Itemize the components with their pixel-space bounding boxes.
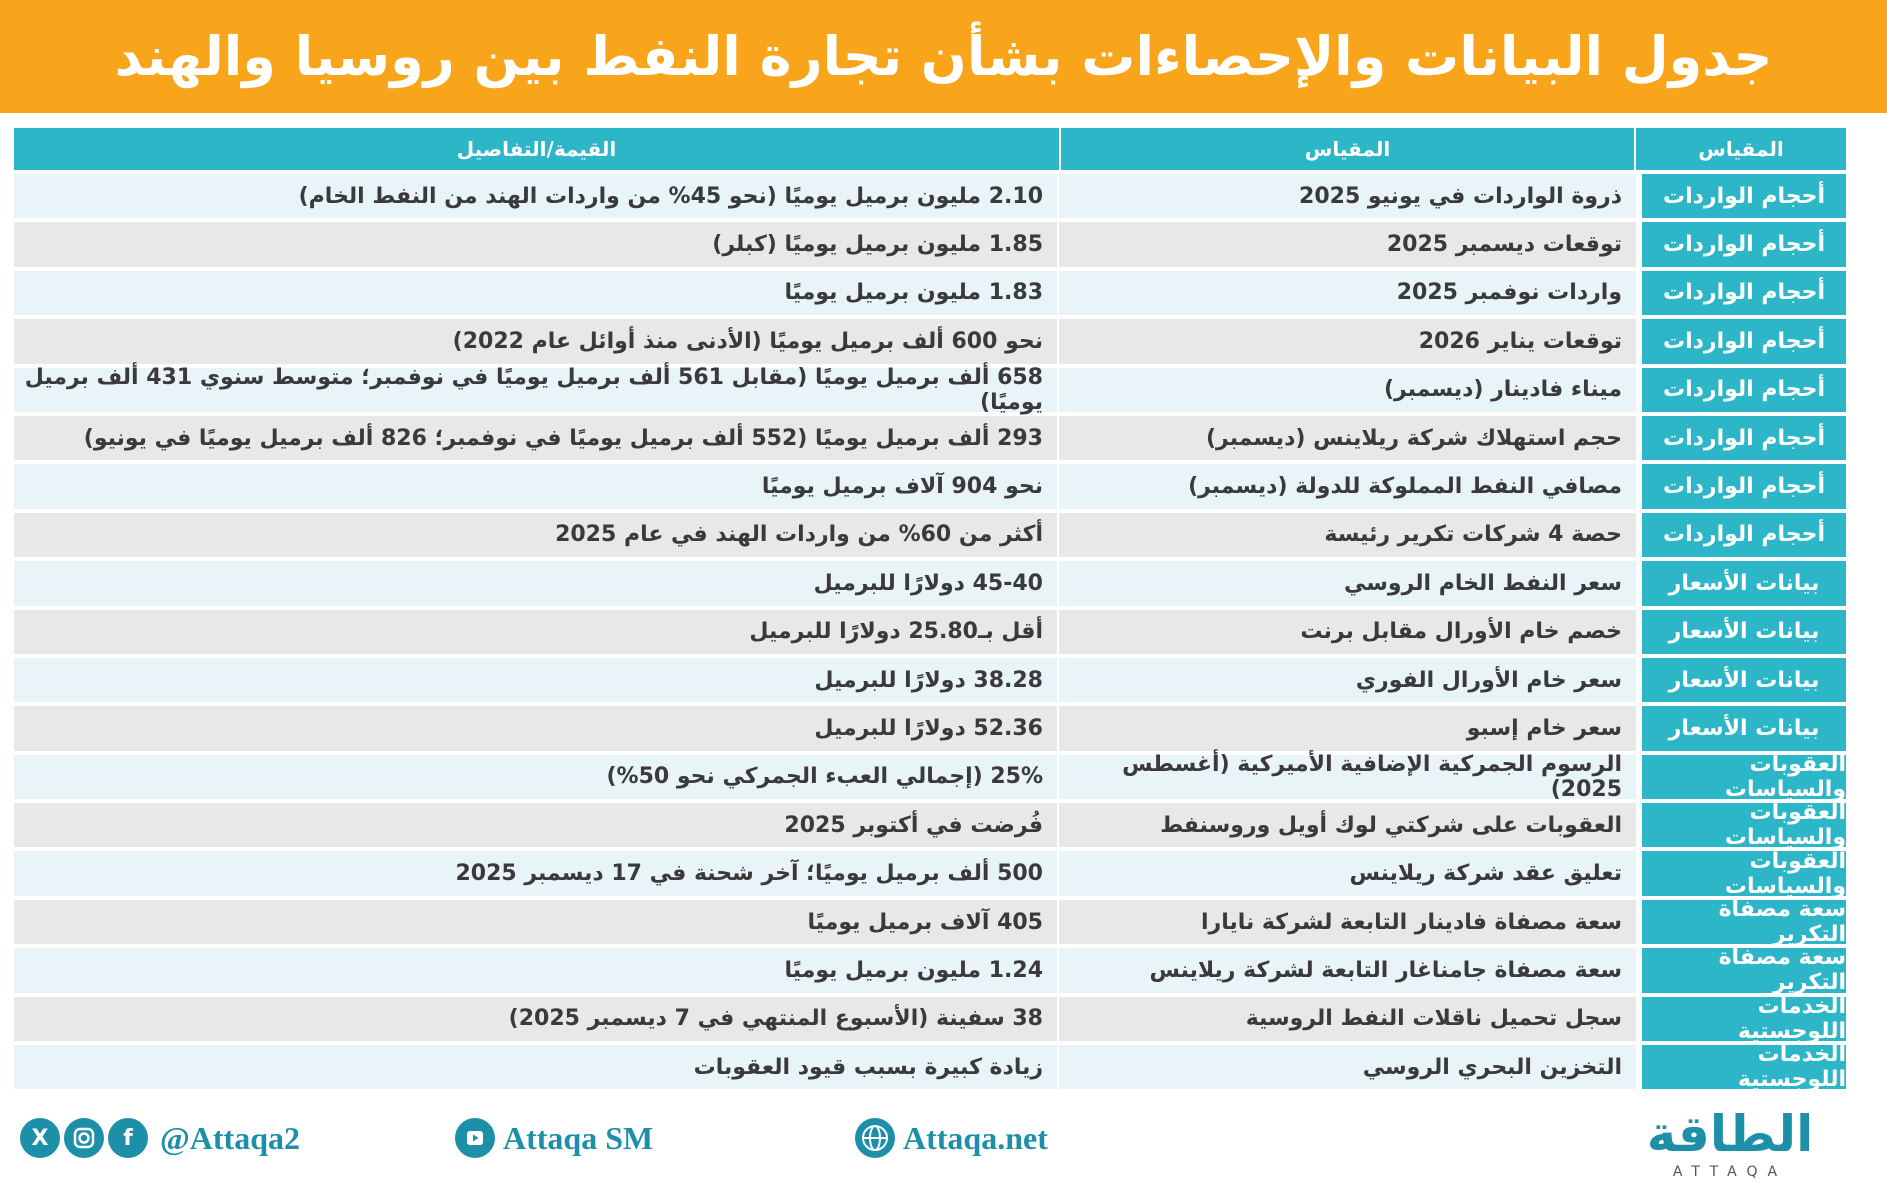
table-row: بيانات الأسعار سعر خام إسبو 52.36 دولارًا … — [14, 706, 1846, 751]
metric-cell: واردات نوفمبر 2025 — [1059, 270, 1636, 316]
social-links: X f @Attaqa2 — [20, 1118, 300, 1158]
social-handle[interactable]: @Attaqa2 — [160, 1119, 300, 1156]
page-title: جدول البيانات والإحصاءات بشأن تجارة النف… — [114, 25, 1773, 88]
logo-english: ATTAQA — [1672, 1164, 1788, 1180]
metric-cell: حجم استهلاك شركة ريلاينس (ديسمبر) — [1059, 415, 1636, 461]
table-row: الخدمات اللوجستية التخزين البحري الروسي زي… — [14, 1042, 1846, 1092]
value-cell: 25% (إجمالي العبء الجمركي نحو 50%) — [14, 754, 1059, 800]
table-row: أحجام الواردات ذروة الواردات في يونيو 202… — [14, 174, 1846, 219]
category-cell: أحجام الواردات — [1642, 367, 1846, 412]
value-cell: نحو 904 آلاف برميل يوميًا — [14, 464, 1059, 509]
table-row: أحجام الواردات توقعات يناير 2026 نحو 600 أ… — [14, 319, 1846, 364]
metric-cell: التخزين البحري الروسي — [1059, 1045, 1636, 1090]
category-cell: أحجام الواردات — [1642, 415, 1846, 461]
value-cell: 1.24 مليون برميل يوميًا — [14, 948, 1059, 993]
metric-cell: العقوبات على شركتي لوك أويل وروسنفط — [1059, 803, 1636, 848]
title-bar: جدول البيانات والإحصاءات بشأن تجارة النف… — [0, 0, 1887, 113]
value-cell: 45-40 دولارًا للبرميل — [14, 561, 1059, 606]
table-row: بيانات الأسعار خصم خام الأورال مقابل برنت… — [14, 609, 1846, 654]
value-cell: نحو 600 ألف برميل يوميًا (الأدنى منذ أوا… — [14, 319, 1059, 364]
footer: X f @Attaqa2 Attaqa SM Attaqa.net الطاقة… — [0, 1100, 1887, 1192]
youtube-link[interactable]: Attaqa SM — [455, 1118, 653, 1158]
category-cell: الخدمات اللوجستية — [1642, 1042, 1846, 1092]
metric-cell: مصافي النفط المملوكة للدولة (ديسمبر) — [1059, 464, 1636, 509]
category-cell: أحجام الواردات — [1642, 464, 1846, 509]
x-twitter-icon[interactable]: X — [20, 1118, 60, 1158]
table-row: بيانات الأسعار سعر النفط الخام الروسي 45-4… — [14, 561, 1846, 606]
table-header: المقياس المقياس القيمة/التفاصيل — [14, 128, 1846, 170]
metric-cell: سعة مصفاة فادينار التابعة لشركة نايارا — [1059, 899, 1636, 945]
category-cell: بيانات الأسعار — [1642, 561, 1846, 606]
table-row: الخدمات اللوجستية سجل تحميل ناقلات النفط … — [14, 994, 1846, 1044]
website-link[interactable]: Attaqa.net — [855, 1118, 1048, 1158]
website-label: Attaqa.net — [903, 1119, 1048, 1156]
value-cell: فُرضت في أكتوبر 2025 — [14, 803, 1059, 848]
value-cell: زيادة كبيرة بسبب قيود العقوبات — [14, 1045, 1059, 1090]
metric-cell: سعر خام الأورال الفوري — [1059, 657, 1636, 703]
category-cell: بيانات الأسعار — [1642, 706, 1846, 751]
table-row: سعة مصفاة التكرير سعة مصفاة فادينار التاب… — [14, 897, 1846, 947]
category-cell: أحجام الواردات — [1642, 319, 1846, 364]
instagram-icon[interactable] — [64, 1118, 104, 1158]
youtube-label: Attaqa SM — [503, 1119, 654, 1156]
header-value: القيمة/التفاصيل — [456, 137, 617, 161]
category-cell: أحجام الواردات — [1642, 512, 1846, 558]
value-cell: 52.36 دولارًا للبرميل — [14, 706, 1059, 751]
category-cell: أحجام الواردات — [1642, 270, 1846, 316]
table-row: أحجام الواردات حصة 4 شركات تكرير رئيسة أكث… — [14, 512, 1846, 558]
category-cell: العقوبات والسياسات — [1642, 849, 1846, 899]
table-row: أحجام الواردات حجم استهلاك شركة ريلاينس (… — [14, 415, 1846, 461]
table-row: أحجام الواردات واردات نوفمبر 2025 1.83 ملي… — [14, 270, 1846, 316]
value-cell: 1.85 مليون برميل يوميًا (كبلر) — [14, 222, 1059, 267]
metric-cell: سعر خام إسبو — [1059, 706, 1636, 751]
table-row: أحجام الواردات ميناء فادينار (ديسمبر) 658 … — [14, 365, 1846, 415]
value-cell: 500 ألف برميل يوميًا؛ آخر شحنة في 17 ديس… — [14, 851, 1059, 896]
metric-cell: توقعات ديسمبر 2025 — [1059, 222, 1636, 267]
globe-icon — [855, 1118, 895, 1158]
category-cell: العقوبات والسياسات — [1642, 752, 1846, 802]
category-cell: بيانات الأسعار — [1642, 657, 1846, 703]
category-cell: أحجام الواردات — [1642, 174, 1846, 219]
category-cell: سعة مصفاة التكرير — [1642, 897, 1846, 947]
category-cell: الخدمات اللوجستية — [1642, 994, 1846, 1044]
facebook-icon[interactable]: f — [108, 1118, 148, 1158]
value-cell: 1.83 مليون برميل يوميًا — [14, 270, 1059, 316]
metric-cell: ميناء فادينار (ديسمبر) — [1059, 367, 1636, 412]
value-cell: أقل بـ25.80 دولارًا للبرميل — [14, 609, 1059, 654]
table-row: العقوبات والسياسات العقوبات على شركتي لوك… — [14, 800, 1846, 850]
table-row: أحجام الواردات مصافي النفط المملوكة للدول… — [14, 464, 1846, 509]
table-row: سعة مصفاة التكرير سعة مصفاة جامناغار التا… — [14, 945, 1846, 995]
attaqa-logo: الطاقة ATTAQA — [1620, 1104, 1840, 1188]
logo-arabic: الطاقة — [1646, 1105, 1814, 1163]
metric-cell: سجل تحميل ناقلات النفط الروسية — [1059, 996, 1636, 1042]
table-row: العقوبات والسياسات تعليق عقد شركة ريلاينس… — [14, 849, 1846, 899]
value-cell: 658 ألف برميل يوميًا (مقابل 561 ألف برمي… — [14, 365, 1059, 415]
category-cell: أحجام الواردات — [1642, 222, 1846, 267]
metric-cell: حصة 4 شركات تكرير رئيسة — [1059, 512, 1636, 558]
metric-cell: خصم خام الأورال مقابل برنت — [1059, 609, 1636, 654]
metric-cell: ذروة الواردات في يونيو 2025 — [1059, 174, 1636, 219]
table-row: بيانات الأسعار سعر خام الأورال الفوري 38.2… — [14, 657, 1846, 703]
value-cell: أكثر من 60% من واردات الهند في عام 2025 — [14, 512, 1059, 558]
header-category: المقياس — [1698, 137, 1784, 161]
category-cell: العقوبات والسياسات — [1642, 800, 1846, 850]
value-cell: 405 آلاف برميل يوميًا — [14, 899, 1059, 945]
metric-cell: سعة مصفاة جامناغار التابعة لشركة ريلاينس — [1059, 948, 1636, 993]
value-cell: 38.28 دولارًا للبرميل — [14, 657, 1059, 703]
metric-cell: الرسوم الجمركية الإضافية الأميركية (أغسط… — [1059, 752, 1636, 802]
table-row: العقوبات والسياسات الرسوم الجمركية الإضاف… — [14, 752, 1846, 802]
table-row: أحجام الواردات توقعات ديسمبر 2025 1.85 ملي… — [14, 222, 1846, 267]
data-table: المقياس المقياس القيمة/التفاصيل أحجام ال… — [14, 128, 1846, 1092]
header-metric: المقياس — [1059, 128, 1636, 170]
value-cell: 293 ألف برميل يوميًا (552 ألف برميل يومي… — [14, 415, 1059, 461]
metric-cell: سعر النفط الخام الروسي — [1059, 561, 1636, 606]
category-cell: بيانات الأسعار — [1642, 609, 1846, 654]
value-cell: 2.10 مليون برميل يوميًا (نحو 45% من وارد… — [14, 174, 1059, 219]
category-cell: سعة مصفاة التكرير — [1642, 945, 1846, 995]
metric-cell: توقعات يناير 2026 — [1059, 319, 1636, 364]
metric-cell: تعليق عقد شركة ريلاينس — [1059, 851, 1636, 896]
value-cell: 38 سفينة (الأسبوع المنتهي في 7 ديسمبر 20… — [14, 996, 1059, 1042]
youtube-icon — [455, 1118, 495, 1158]
